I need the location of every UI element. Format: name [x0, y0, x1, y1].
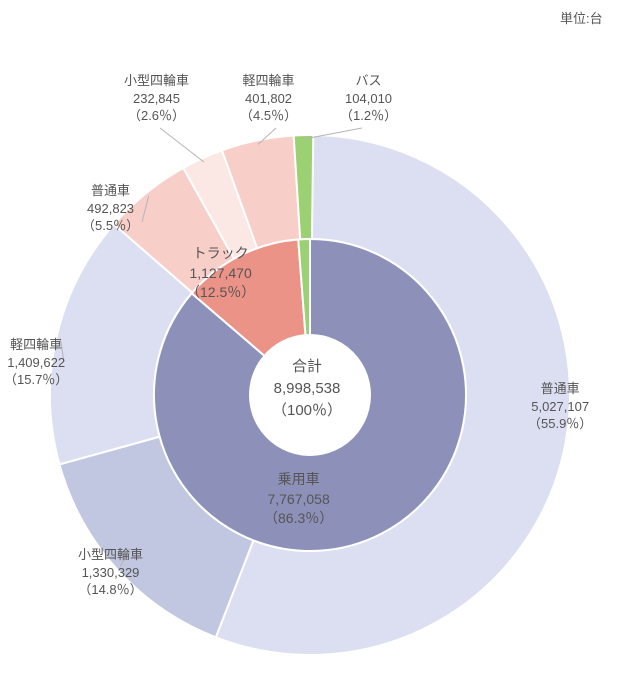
label-text: 小型四輪車	[78, 547, 143, 562]
label-text: 普通車	[541, 381, 580, 396]
label-outer-small-car: 小型四輪車 1,330,329 （14.8％）	[78, 546, 143, 599]
label-pct: （2.6％）	[128, 108, 185, 123]
unit-label: 単位:台	[560, 8, 603, 27]
label-pct: （86.3％）	[264, 510, 333, 526]
label-pct: （5.5％）	[82, 218, 139, 233]
center-value: 8,998,538	[274, 380, 341, 397]
label-value: 104,010	[345, 91, 392, 106]
label-pct: （4.5％）	[240, 108, 297, 123]
label-outer-standard-car: 普通車 5,027,107 （55.9％）	[528, 380, 592, 433]
label-value: 1,409,622	[7, 355, 65, 370]
label-pct: （1.2％）	[340, 108, 397, 123]
label-value: 232,845	[133, 91, 180, 106]
nested-pie-chart: 単位:台 普通車 5,027,107 （55.9％） 小型四輪車 1,330,3…	[0, 0, 620, 675]
center-pct: （100％）	[272, 402, 342, 419]
label-value: 401,802	[245, 91, 292, 106]
center-title: 合計	[292, 358, 322, 375]
label-text: トラック	[193, 245, 249, 261]
label-value: 1,330,329	[82, 565, 140, 580]
label-inner-truck: トラック 1,127,470 （12.5％）	[186, 244, 255, 303]
label-text: 乗用車	[278, 471, 320, 487]
label-value: 492,823	[87, 201, 134, 216]
label-text: 普通車	[91, 183, 130, 198]
label-outer-kei-car: 軽四輪車 1,409,622 （15.7％）	[4, 336, 68, 389]
label-text: 軽四輪車	[10, 337, 62, 352]
label-value: 7,767,058	[267, 491, 329, 507]
label-pct: （55.9％）	[528, 416, 592, 431]
label-pct: （15.7％）	[4, 372, 68, 387]
label-value: 5,027,107	[531, 399, 589, 414]
label-value: 1,127,470	[189, 265, 251, 281]
label-inner-passenger: 乗用車 7,767,058 （86.3％）	[264, 470, 333, 529]
label-outer-truck-small: 小型四輪車 232,845 （2.6％）	[124, 72, 189, 125]
label-outer-bus: バス 104,010 （1.2％）	[340, 72, 397, 125]
label-center-total: 合計 8,998,538 （100％）	[272, 356, 342, 421]
label-text: 小型四輪車	[124, 73, 189, 88]
label-pct: （14.8％）	[78, 582, 142, 597]
label-text: 軽四輪車	[243, 73, 295, 88]
label-outer-truck-standard: 普通車 492,823 （5.5％）	[82, 182, 139, 235]
label-outer-truck-kei: 軽四輪車 401,802 （4.5％）	[240, 72, 297, 125]
label-text: バス	[356, 73, 382, 88]
label-pct: （12.5％）	[186, 284, 255, 300]
